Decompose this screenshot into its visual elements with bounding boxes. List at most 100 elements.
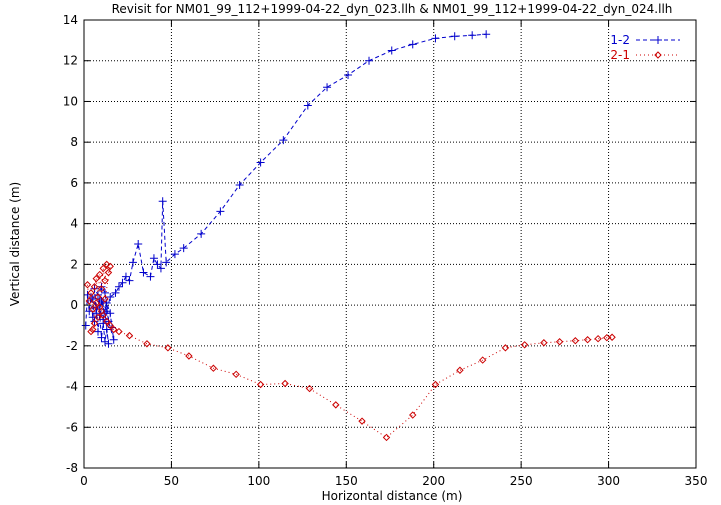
data-point xyxy=(358,417,366,425)
data-point xyxy=(89,305,97,313)
data-point xyxy=(81,321,90,330)
data-point xyxy=(111,288,120,297)
y-tick-label: 14 xyxy=(63,13,78,27)
data-point xyxy=(104,268,113,277)
data-point xyxy=(103,260,111,269)
data-point xyxy=(83,281,92,289)
y-axis-title: Vertical distance (m) xyxy=(8,182,22,306)
x-tick-label: 150 xyxy=(335,474,358,488)
data-point xyxy=(92,299,100,307)
legend-marker xyxy=(654,36,662,44)
data-point xyxy=(125,276,134,285)
data-point xyxy=(185,352,193,360)
series-2-1 xyxy=(83,260,616,442)
data-point xyxy=(209,364,218,372)
series-line xyxy=(85,33,487,344)
y-tick-label: 0 xyxy=(70,298,78,312)
x-axis-title: Horizontal distance (m) xyxy=(322,489,463,503)
data-point xyxy=(94,313,102,322)
data-point xyxy=(128,258,137,267)
data-point xyxy=(235,180,244,189)
data-point xyxy=(197,229,206,238)
data-point xyxy=(96,303,104,311)
data-point xyxy=(501,344,510,352)
data-point xyxy=(101,276,109,285)
data-point xyxy=(125,331,134,340)
data-point xyxy=(431,34,440,43)
x-tick-label: 350 xyxy=(685,474,708,488)
data-point xyxy=(85,297,93,305)
data-point xyxy=(92,274,100,283)
legend-label: 1-2 xyxy=(610,33,630,47)
y-tick-label: 6 xyxy=(70,176,78,190)
y-tick-label: 2 xyxy=(70,257,78,271)
data-point xyxy=(146,272,155,281)
data-point xyxy=(608,333,616,341)
x-tick-label: 200 xyxy=(422,474,445,488)
data-point xyxy=(109,335,118,344)
y-tick-label: 4 xyxy=(70,217,78,231)
y-tick-label: 8 xyxy=(70,135,78,149)
data-point xyxy=(281,379,289,388)
data-point xyxy=(344,70,353,79)
x-tick-label: 250 xyxy=(510,474,533,488)
data-point xyxy=(594,334,602,343)
data-point xyxy=(149,254,158,263)
data-point xyxy=(468,31,477,40)
x-tick-label: 50 xyxy=(164,474,179,488)
data-point xyxy=(179,244,188,253)
data-point xyxy=(99,264,107,273)
data-point xyxy=(431,380,440,389)
data-point xyxy=(256,158,265,167)
data-point xyxy=(99,311,107,319)
data-point xyxy=(121,272,130,281)
data-point xyxy=(90,283,99,291)
series-line xyxy=(87,264,613,439)
data-point xyxy=(87,327,95,336)
y-tick-label: -2 xyxy=(66,339,78,353)
data-point xyxy=(450,32,459,41)
ticks: 0 50 100 150 200 250 300 350 -8 -6 -4 -2 0 2 4 6 8 10 12 14 xyxy=(63,13,708,488)
data-point xyxy=(143,340,151,348)
data-point xyxy=(101,295,109,303)
plot-frame xyxy=(83,19,697,469)
data-point xyxy=(104,339,113,348)
data-point xyxy=(134,240,143,248)
y-tick-label: -8 xyxy=(66,461,78,475)
x-tick-label: 0 xyxy=(80,474,88,488)
series-1-2 xyxy=(81,30,491,348)
data-point xyxy=(103,317,111,326)
legend-label: 2-1 xyxy=(610,48,630,62)
data-point xyxy=(323,83,332,92)
data-point xyxy=(153,260,162,269)
data-point xyxy=(106,262,114,271)
y-tick-label: -6 xyxy=(66,420,78,434)
data-point xyxy=(256,380,265,389)
data-point xyxy=(555,338,564,346)
data-point xyxy=(571,337,580,345)
data-point xyxy=(96,270,104,279)
data-point xyxy=(115,327,123,336)
data-point xyxy=(158,197,167,206)
data-point xyxy=(279,136,288,145)
data-point xyxy=(106,321,114,330)
data-point xyxy=(603,333,611,342)
chart-title: Revisit for NM01_99_112+1999-04-22_dyn_0… xyxy=(112,2,673,16)
data-point xyxy=(540,339,548,347)
data-point xyxy=(102,325,111,334)
data-point xyxy=(332,401,340,409)
data-point xyxy=(94,293,102,301)
data-point xyxy=(97,285,106,293)
legend: 1-22-1 xyxy=(610,33,680,62)
data-point xyxy=(90,319,99,328)
y-tick-label: 12 xyxy=(63,54,78,68)
data-point xyxy=(305,384,314,393)
data-point xyxy=(156,264,165,273)
data-point xyxy=(162,258,171,267)
data-point xyxy=(118,278,127,287)
data-point xyxy=(114,282,123,291)
data-point xyxy=(97,333,106,342)
data-point xyxy=(408,40,417,49)
data-point xyxy=(87,289,95,297)
